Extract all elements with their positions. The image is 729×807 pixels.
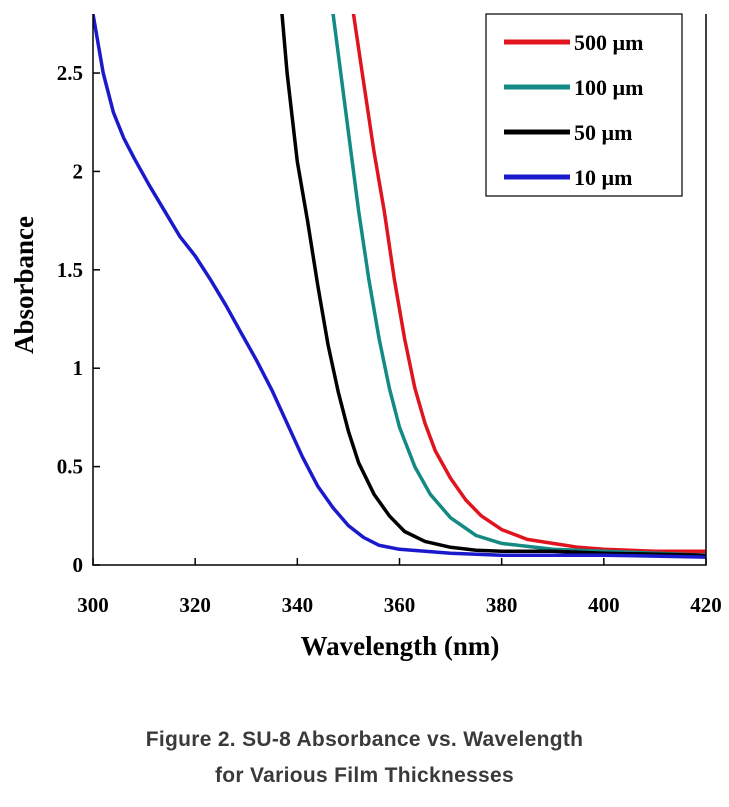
series-line-2 bbox=[280, 14, 706, 557]
y-tick-label: 1 bbox=[73, 356, 84, 380]
axes: 300 320 340 360 380 400 420 0 0.5 1 1.5 2 2.5 bbox=[57, 14, 722, 617]
x-tick-label: 360 bbox=[384, 593, 416, 617]
legend-label-3: 10 µm bbox=[574, 165, 633, 190]
x-tick-label: 320 bbox=[179, 593, 211, 617]
y-tick-label: 2 bbox=[73, 159, 84, 183]
y-tick-label: 0.5 bbox=[57, 455, 83, 479]
x-tick-label: 340 bbox=[282, 593, 314, 617]
x-tick-label: 400 bbox=[588, 593, 620, 617]
figure-caption-line-2: for Various Film Thicknesses bbox=[214, 764, 514, 787]
x-tick-label: 380 bbox=[486, 593, 518, 617]
legend: 500 µm 100 µm 50 µm 10 µm bbox=[485, 13, 683, 197]
plot-area bbox=[93, 14, 706, 559]
y-tick-label: 1.5 bbox=[57, 258, 83, 282]
legend-label-2: 50 µm bbox=[574, 120, 633, 145]
figure-caption-line-1: Figure 2. SU-8 Absorbance vs. Wavelength bbox=[145, 728, 584, 751]
legend-label-0: 500 µm bbox=[574, 30, 644, 55]
series-line-3 bbox=[93, 14, 706, 559]
y-tick-label: 2.5 bbox=[57, 61, 83, 85]
y-tick-label: 0 bbox=[73, 553, 84, 577]
x-tick-label: 420 bbox=[690, 593, 722, 617]
x-axis-title: Wavelength (nm) bbox=[301, 631, 500, 661]
absorbance-chart: 300 320 340 360 380 400 420 0 0.5 1 1.5 2 2.5 500 µm… bbox=[9, 13, 722, 661]
series-line-1 bbox=[331, 14, 706, 557]
series-line-0 bbox=[351, 14, 706, 553]
x-tick-label: 300 bbox=[77, 593, 109, 617]
legend-label-1: 100 µm bbox=[574, 75, 644, 100]
y-axis-title: Absorbance bbox=[9, 216, 39, 354]
